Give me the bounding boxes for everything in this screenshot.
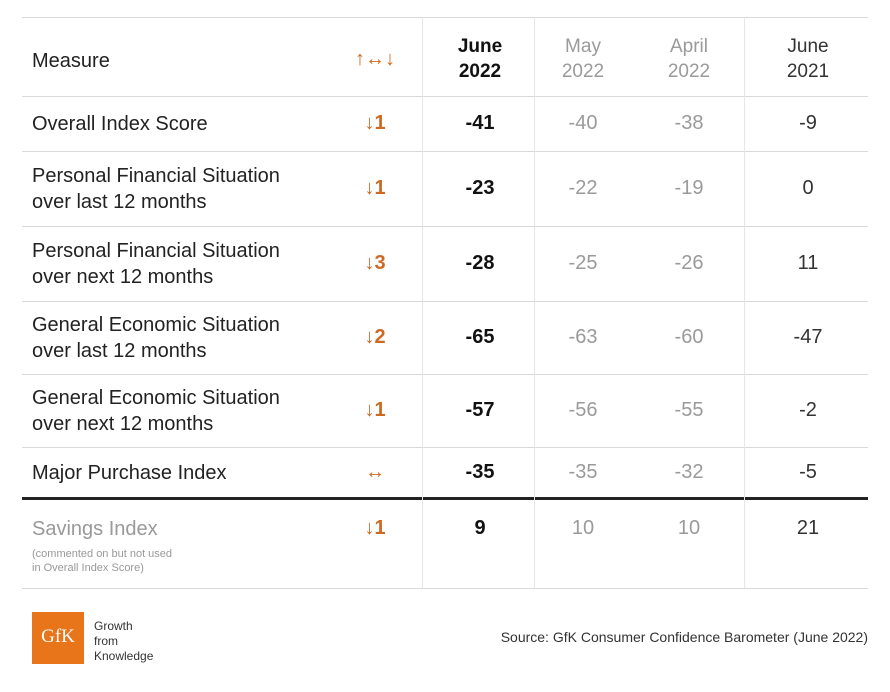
table-cell: -41 — [465, 111, 495, 134]
row-label: General Economic Situation over next 12 m… — [32, 385, 280, 437]
savings-divider — [22, 497, 868, 500]
table-cell: -23 — [465, 176, 495, 199]
table-cell: -22 — [568, 176, 598, 199]
row-label-line: over next 12 months — [32, 412, 214, 435]
table-cell: 10 — [571, 517, 595, 539]
gfk-logo-text: GfK — [41, 626, 75, 647]
row-label-line: General Economic Situation — [32, 386, 280, 409]
header-col-2-line1: May — [565, 36, 601, 57]
header-col-4-line2: 2021 — [786, 61, 830, 82]
row-label-line: Savings Index — [32, 518, 158, 540]
row-change: ↓1 — [364, 398, 386, 421]
row-change: ↓2 — [364, 325, 386, 348]
table-cell: 11 — [797, 251, 819, 274]
table-cell: -38 — [674, 111, 704, 134]
row-change: ↓1 — [364, 176, 386, 199]
table-cell: -35 — [568, 461, 598, 483]
row-label-line: over next 12 months — [32, 265, 214, 288]
table-cell: -9 — [799, 111, 817, 134]
row-label: Personal Financial Situation over last 12… — [32, 163, 280, 215]
header-col-3-line1: April — [669, 36, 708, 57]
table-cell: -25 — [568, 251, 598, 274]
row-change: ↔ — [365, 461, 385, 483]
row-divider — [22, 301, 868, 302]
row-divider — [22, 17, 868, 18]
row-label: Personal Financial Situation over next 12… — [32, 238, 280, 290]
table-cell: -55 — [674, 398, 704, 421]
header-april-2022: April 2022 — [639, 34, 739, 84]
row-label-line: Overall Index Score — [32, 112, 208, 135]
header-measure: Measure — [32, 50, 110, 72]
row-label: Overall Index Score — [32, 111, 208, 137]
table-cell: 0 — [802, 176, 814, 199]
tagline-line-2: from — [94, 634, 118, 648]
source-note: Source: GfK Consumer Confidence Baromete… — [500, 629, 868, 645]
row-divider — [22, 588, 868, 589]
table-cell: -5 — [799, 461, 817, 483]
table-cell: 10 — [677, 517, 701, 539]
row-divider — [22, 96, 868, 97]
table-cell: -28 — [465, 251, 495, 274]
row-change: ↓1 — [364, 111, 386, 134]
row-label-line: Personal Financial Situation — [32, 164, 280, 187]
table-cell: -63 — [568, 325, 598, 348]
row-label-line: over last 12 months — [32, 190, 207, 213]
header-col-4-line1: June — [787, 36, 829, 57]
row-label-line: over last 12 months — [32, 339, 207, 362]
table-cell: -26 — [674, 251, 704, 274]
column-divider — [534, 17, 535, 588]
table-cell: -57 — [465, 398, 495, 421]
header-change-arrows: ↑↔↓ — [355, 48, 395, 70]
row-note-line: in Overall Index Score) — [32, 562, 144, 574]
row-note-line: (commented on but not used — [32, 548, 173, 560]
row-divider — [22, 226, 868, 227]
table-cell: -19 — [674, 176, 704, 199]
table-cell: -40 — [568, 111, 598, 134]
table-cell: -2 — [799, 398, 817, 421]
row-label-line: Major Purchase Index — [32, 462, 227, 484]
row-divider — [22, 151, 868, 152]
row-divider — [22, 374, 868, 375]
gfk-logo: GfK — [32, 612, 84, 664]
row-note: (commented on but not used in Overall Ind… — [32, 547, 172, 575]
column-divider — [744, 17, 745, 588]
header-col-3-line2: 2022 — [667, 61, 711, 82]
table-cell: 9 — [474, 517, 486, 539]
header-june-2022: June 2022 — [430, 34, 530, 84]
table-cell: -56 — [568, 398, 598, 421]
table-cell: -65 — [465, 325, 495, 348]
row-label: General Economic Situation over last 12 m… — [32, 312, 280, 364]
table-cell: -47 — [793, 325, 823, 348]
table-cell: -60 — [674, 325, 704, 348]
header-june-2021: June 2021 — [758, 34, 858, 84]
row-label-line: General Economic Situation — [32, 313, 280, 336]
row-divider — [22, 447, 868, 448]
row-label-line: Personal Financial Situation — [32, 239, 280, 262]
column-divider — [422, 17, 423, 588]
table-cell: 21 — [796, 517, 820, 539]
table-cell: -32 — [674, 461, 704, 483]
tagline-line-3: Knowledge — [94, 649, 154, 663]
header-col-1-line1: June — [457, 36, 503, 57]
row-label: Major Purchase Index — [32, 460, 227, 486]
tagline-line-1: Growth — [94, 619, 133, 633]
header-col-1-line2: 2022 — [458, 61, 502, 82]
table-cell: -35 — [465, 461, 495, 483]
row-change: ↓3 — [364, 251, 386, 274]
gfk-tagline: Growth from Knowledge — [94, 619, 153, 664]
row-change: ↓1 — [364, 517, 386, 539]
header-col-2-line2: 2022 — [561, 61, 605, 82]
row-label: Savings Index — [32, 516, 158, 542]
header-may-2022: May 2022 — [533, 34, 633, 84]
